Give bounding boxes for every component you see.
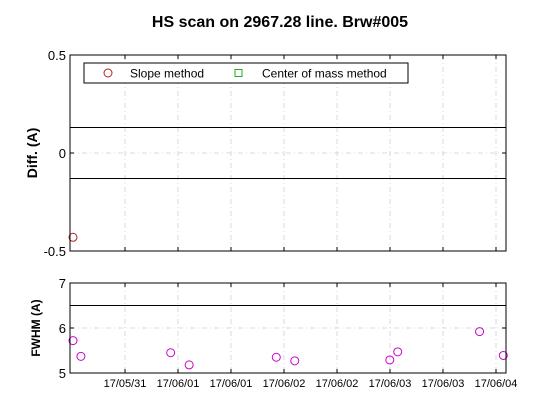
chart-title: HS scan on 2967.28 line. Brw#005 <box>152 14 408 31</box>
fwhm-point <box>475 327 485 337</box>
legend-box <box>83 62 409 84</box>
fwhm-x-tick-label: 17/06/04 <box>475 378 518 390</box>
diff-y-axis-label: Diff. (A) <box>24 128 40 179</box>
fwhm-x-ticks: 17/05/31 17/06/01 17/06/01 17/06/02 17/06/02… <box>104 283 518 390</box>
fwhm-points <box>68 327 508 370</box>
fwhm-point <box>166 348 176 358</box>
diff-y-tick-label: -0.5 <box>44 244 66 259</box>
fwhm-point <box>76 351 86 361</box>
fwhm-x-tick-label: 17/06/02 <box>263 378 306 390</box>
fwhm-point <box>290 356 300 366</box>
fwhm-x-tick-label: 17/06/01 <box>210 378 253 390</box>
legend: Slope method Center of mass method <box>83 62 409 84</box>
fwhm-y-tick-label: 6 <box>59 321 66 336</box>
legend-slope-marker <box>103 68 113 78</box>
fwhm-y-axis-label: FWHM (A) <box>29 299 43 356</box>
fwhm-x-tick-label: 17/06/02 <box>316 378 359 390</box>
fwhm-y-tick-label: 7 <box>59 276 66 291</box>
fwhm-x-tick-label: 17/06/03 <box>369 378 412 390</box>
fwhm-point <box>393 347 403 357</box>
legend-com-label: Center of mass method <box>262 67 387 81</box>
fwhm-y-tick-label: 5 <box>59 366 66 381</box>
legend-com-marker <box>234 69 243 77</box>
diff-y-ticks: -0.5 0 0.5 <box>44 48 506 259</box>
diff-x-ticks <box>124 55 497 251</box>
fwhm-point <box>68 336 78 346</box>
fwhm-point <box>498 350 508 360</box>
diff-reference-lines <box>70 127 506 179</box>
diff-points <box>68 232 78 242</box>
fwhm-x-tick-label: 17/06/03 <box>422 378 465 390</box>
fwhm-x-tick-label: 17/05/31 <box>104 378 147 390</box>
fwhm-point <box>385 355 395 365</box>
diff-point <box>68 232 78 242</box>
fwhm-panel: 567 17/05/31 17/06/01 17/06/01 17/06/02 17/0… <box>29 276 517 390</box>
fwhm-point <box>184 360 194 370</box>
fwhm-point <box>271 352 281 362</box>
diff-y-tick-label: 0.5 <box>48 48 66 63</box>
diff-y-tick-label: 0 <box>59 146 66 161</box>
legend-slope-label: Slope method <box>130 67 204 81</box>
fwhm-x-tick-label: 17/06/01 <box>157 378 200 390</box>
diff-panel: -0.5 0 0.5 Diff. (A) Slope method Center o… <box>24 48 507 259</box>
fwhm-y-ticks: 5 6 7 <box>59 276 506 381</box>
